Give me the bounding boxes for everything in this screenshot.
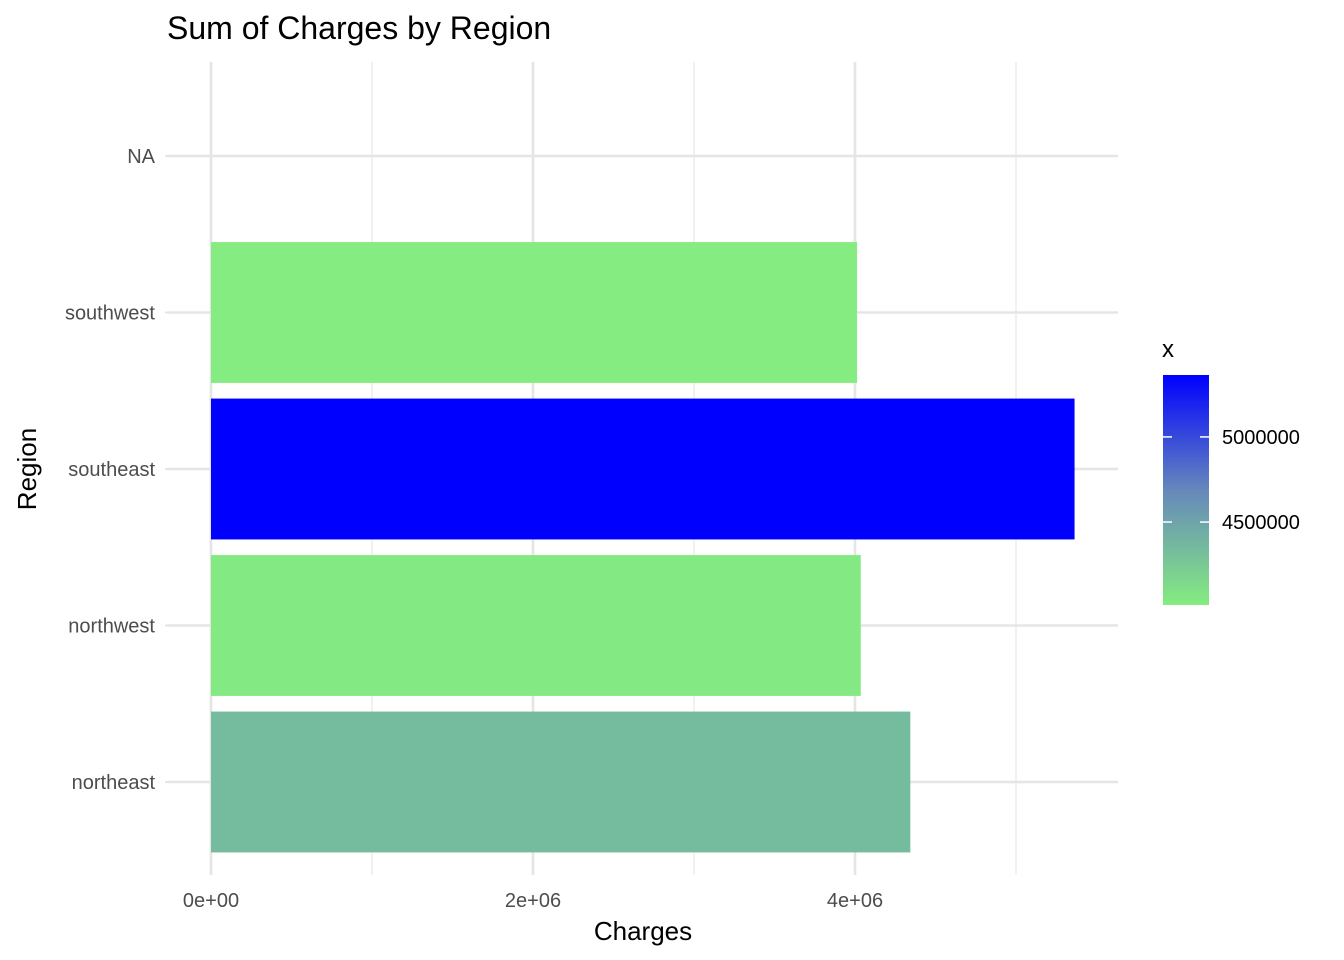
y-tick-label: NA xyxy=(127,146,155,168)
bar-northeast xyxy=(211,711,911,853)
colorbar-ticks: 4500000 5000000 xyxy=(1163,427,1300,534)
legend-title: x xyxy=(1162,336,1174,363)
colorbar xyxy=(1163,375,1209,605)
x-tick-label: 4e+06 xyxy=(827,890,883,912)
y-tick-label: southeast xyxy=(68,459,155,481)
bars-layer xyxy=(211,242,1075,853)
y-tick-label: northeast xyxy=(72,772,156,794)
colorbar-tick-label: 4500000 xyxy=(1222,512,1300,534)
bar-southwest xyxy=(211,242,858,383)
bar-northwest xyxy=(211,555,861,696)
colorbar-tick-label: 5000000 xyxy=(1222,427,1300,449)
y-axis-title: Region xyxy=(12,428,42,510)
chart-title: Sum of Charges by Region xyxy=(167,10,551,46)
x-tick-label: 2e+06 xyxy=(505,890,561,912)
y-axis-ticks: northeast northwest southeast southwest NA xyxy=(65,146,168,794)
y-tick-label: southwest xyxy=(65,303,155,325)
x-tick-label: 0e+00 xyxy=(183,890,239,912)
x-axis-title: Charges xyxy=(594,916,692,946)
colorbar-legend: x 4500000 5000000 xyxy=(1162,336,1300,605)
bar-southeast xyxy=(211,398,1075,540)
x-axis-ticks: 0e+00 2e+06 4e+06 xyxy=(183,890,883,912)
y-tick-label: northwest xyxy=(68,616,155,638)
